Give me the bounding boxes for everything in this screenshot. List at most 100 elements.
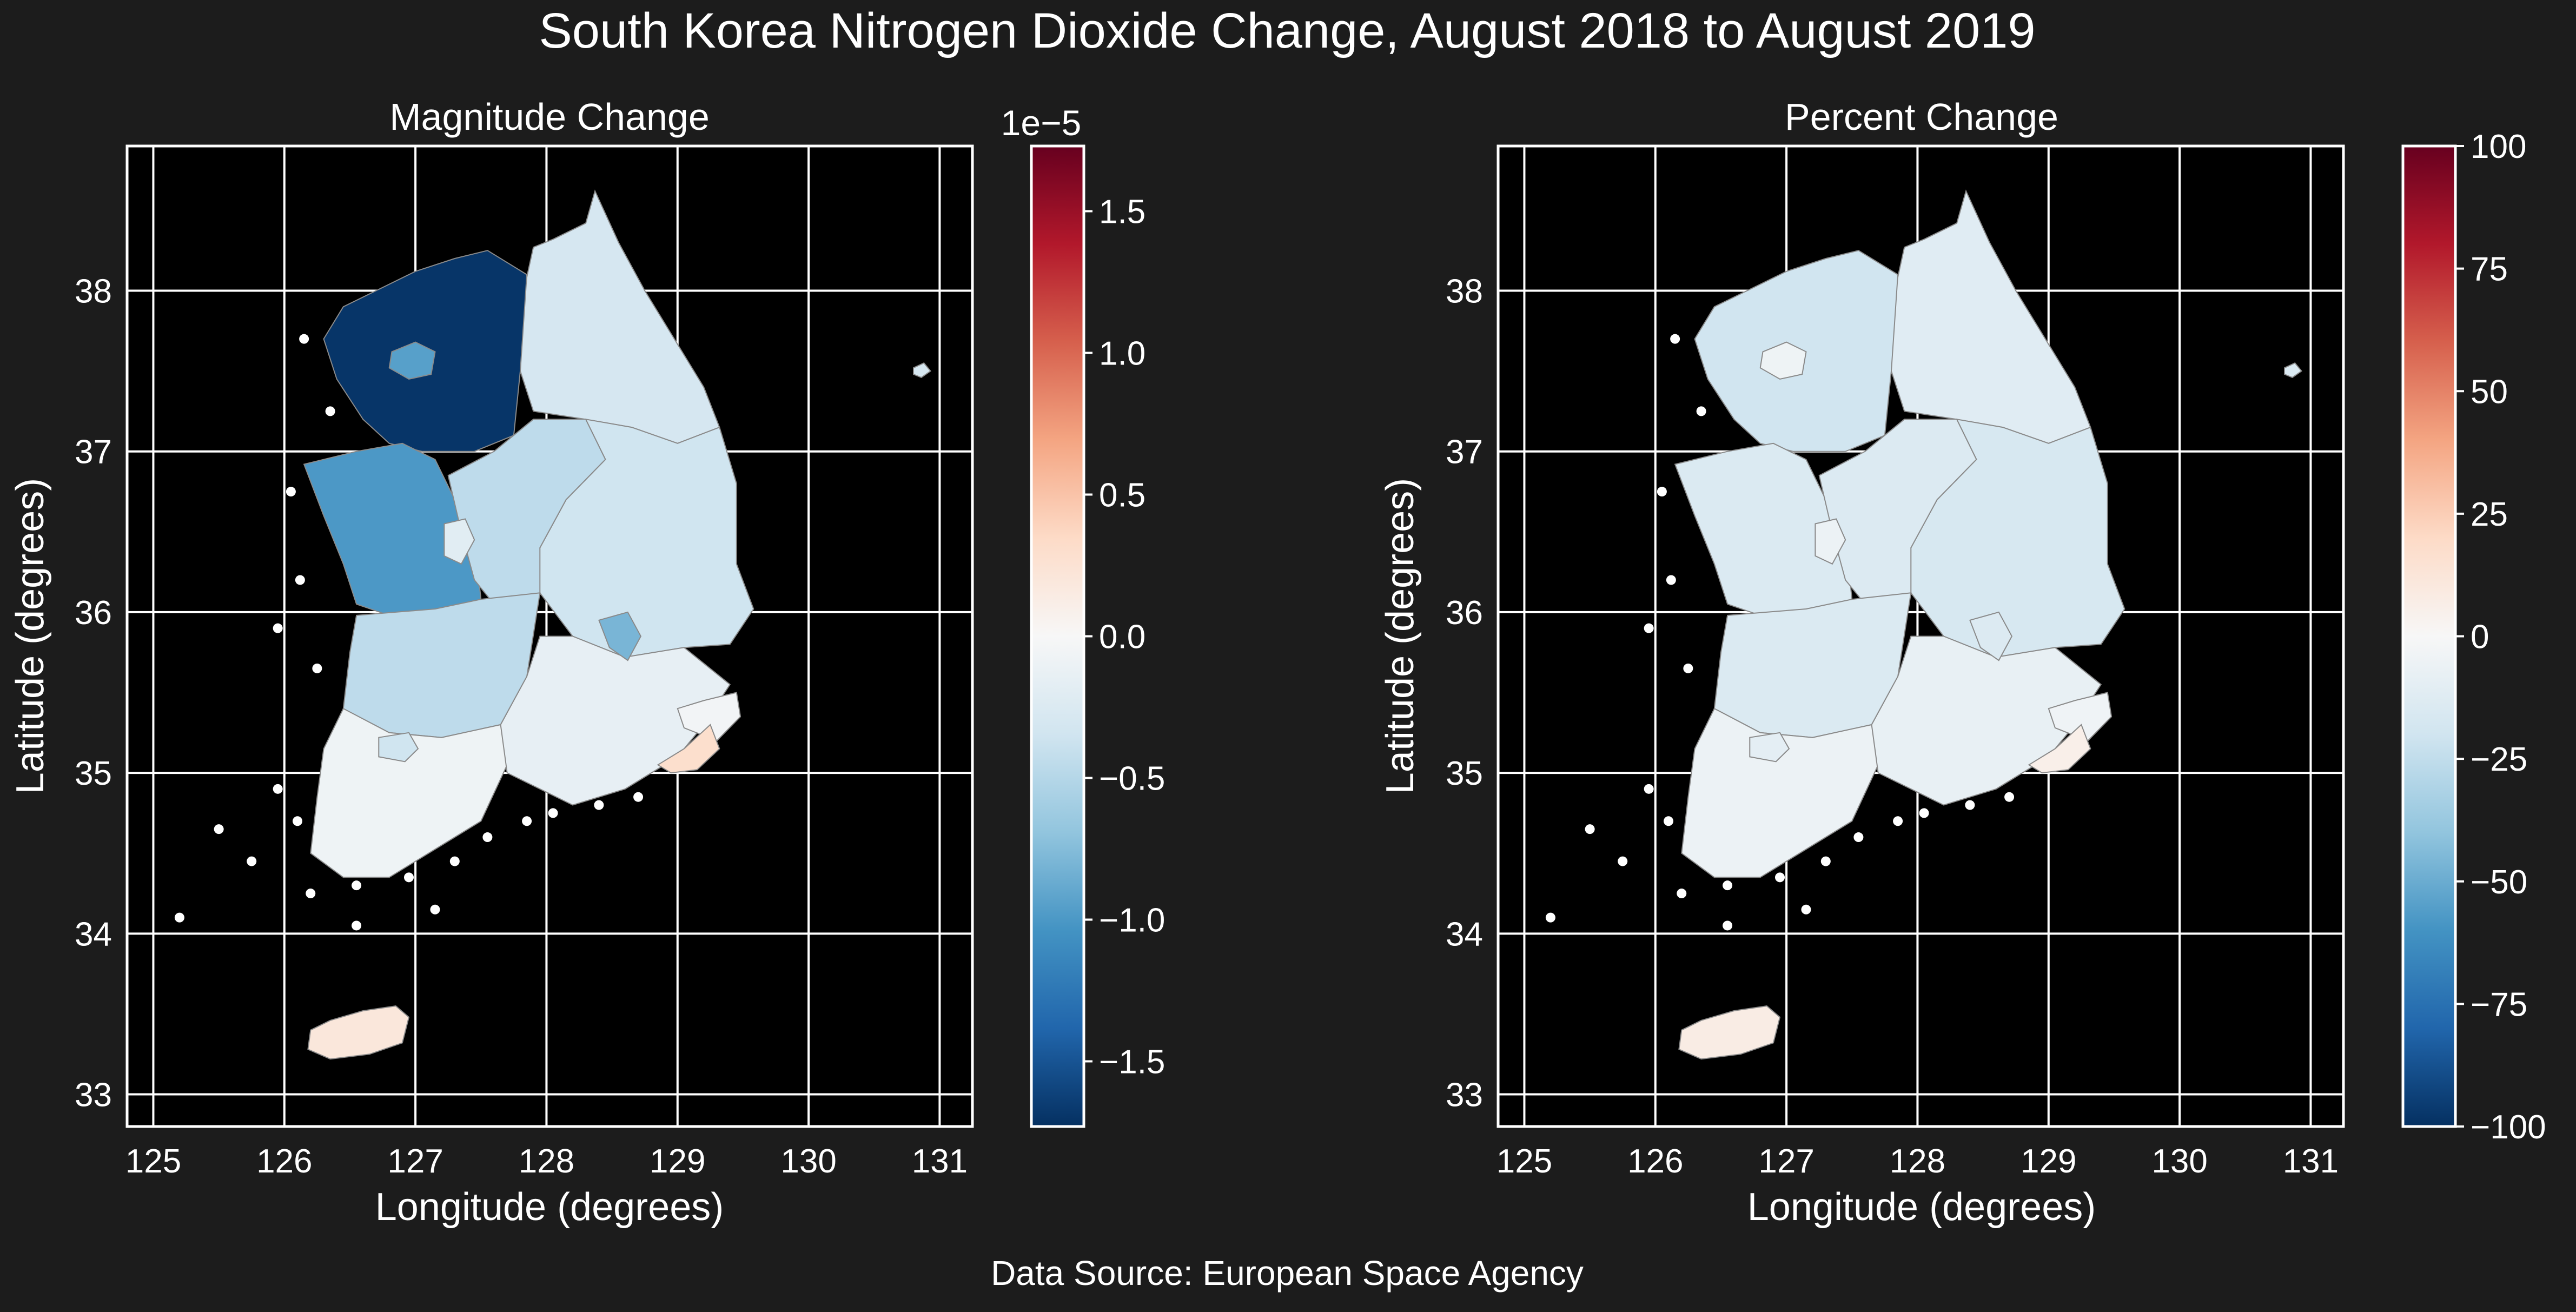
y-tick-label: 36: [75, 594, 112, 632]
island: [1618, 856, 1628, 866]
region-central-city: [443, 518, 475, 565]
island: [430, 904, 440, 915]
island: [1644, 623, 1654, 633]
island: [1919, 808, 1929, 818]
colorbar-tick-label: 0: [2471, 619, 2489, 656]
island: [312, 663, 322, 673]
island: [1723, 920, 1733, 931]
x-ticks-magnitude: 125 126 127 128 129 130 131: [125, 1143, 968, 1180]
x-tick-label: 129: [2021, 1143, 2076, 1180]
island: [1965, 800, 1975, 810]
region-southeast: [500, 635, 731, 806]
colorbar-tick-label: 100: [2471, 128, 2526, 165]
region-east-coast: [677, 692, 741, 741]
map-regions-magnitude: [174, 189, 931, 1060]
colorbar-ticks-magnitude: −1.5 −1.0 −0.5 0.0 0.5 1.0 1.5: [1084, 194, 1165, 1081]
colorbar-tick-label: 1.0: [1099, 335, 1145, 373]
figure-title: South Korea Nitrogen Dioxide Change, Aug…: [539, 3, 2035, 58]
colorbar-tick-label: 25: [2471, 496, 2508, 533]
region-ulleung: [913, 362, 931, 379]
x-axis-label-magnitude: Longitude (degrees): [375, 1185, 724, 1229]
island: [1801, 904, 1811, 915]
x-tick-label: 125: [125, 1143, 181, 1180]
y-tick-label: 34: [75, 916, 112, 953]
island: [594, 800, 604, 810]
island: [1853, 832, 1864, 843]
island: [306, 889, 316, 899]
x-tick-label: 127: [387, 1143, 443, 1180]
region-southwest: [310, 707, 508, 878]
island: [247, 856, 257, 866]
region-central-east: [539, 418, 754, 658]
island: [174, 912, 184, 923]
panel-title-magnitude: Magnitude Change: [389, 96, 710, 138]
region-jeju: [307, 1005, 410, 1060]
x-tick-label: 130: [780, 1143, 836, 1180]
y-tick-label: 38: [75, 273, 112, 310]
region-northeast: [1891, 189, 2091, 444]
island: [1893, 816, 1903, 826]
colorbar-tick-label: −25: [2471, 741, 2527, 778]
colorbar-ticks-percent: −100 −75 −50 −25 0 25 50 75 100: [2455, 128, 2546, 1146]
colorbar-tick-label: −0.5: [1099, 760, 1165, 797]
island: [352, 920, 362, 931]
island: [2004, 792, 2015, 802]
colorbar-tick-label: −75: [2471, 986, 2527, 1023]
x-tick-label: 126: [1627, 1143, 1683, 1180]
region-northeast: [520, 189, 720, 444]
y-tick-label: 33: [75, 1077, 112, 1114]
y-tick-label: 33: [1446, 1077, 1483, 1114]
region-jeju: [1678, 1005, 1781, 1060]
island: [1585, 824, 1595, 834]
island: [1820, 856, 1831, 866]
island: [548, 808, 558, 818]
island: [1723, 880, 1733, 891]
island: [1775, 872, 1785, 883]
y-axis-label-percent: Latitude (degrees): [1379, 478, 1422, 794]
island: [286, 487, 296, 497]
region-southeast-city: [598, 611, 642, 661]
y-axis-label-magnitude: Latitude (degrees): [9, 478, 52, 794]
y-tick-label: 37: [75, 434, 112, 471]
island: [1683, 663, 1693, 673]
island: [1545, 912, 1555, 923]
island: [1696, 406, 1706, 416]
x-tick-label: 126: [256, 1143, 312, 1180]
colorbar-offset-label: 1e−5: [1001, 103, 1082, 143]
island: [633, 792, 644, 802]
island: [273, 784, 283, 794]
island: [273, 623, 283, 633]
panel-percent-change: Percent Change 125 126 127 128 129 130 131 333…: [1379, 96, 2546, 1229]
y-tick-label: 38: [1446, 273, 1483, 310]
island: [299, 334, 309, 344]
island: [522, 816, 532, 826]
colorbar-tick-label: 0.0: [1099, 619, 1145, 656]
x-tick-label: 128: [519, 1143, 574, 1180]
x-tick-label: 127: [1758, 1143, 1814, 1180]
island: [325, 406, 335, 416]
region-central-east: [1910, 418, 2125, 658]
region-southwest-city: [1749, 732, 1790, 763]
region-southwest: [1681, 707, 1879, 878]
region-southeast-port: [657, 724, 720, 774]
colorbar-tick-label: 0.5: [1099, 477, 1145, 514]
island: [295, 575, 305, 585]
island: [1670, 334, 1680, 344]
x-tick-label: 125: [1496, 1143, 1552, 1180]
x-tick-label: 131: [2283, 1143, 2339, 1180]
colorbar-tick-label: 75: [2471, 251, 2508, 288]
colorbar-tick-label: −1.0: [1099, 902, 1165, 939]
region-southwest-city: [378, 732, 419, 763]
island: [1657, 487, 1667, 497]
colorbar-tick-label: −1.5: [1099, 1043, 1165, 1081]
y-tick-label: 35: [75, 755, 112, 792]
y-tick-label: 36: [1446, 594, 1483, 632]
colorbar-percent: [2401, 144, 2457, 1128]
island: [1644, 784, 1654, 794]
y-tick-label: 34: [1446, 916, 1483, 953]
x-ticks-percent: 125 126 127 128 129 130 131: [1496, 1143, 2339, 1180]
region-southeast-port: [2028, 724, 2091, 774]
y-tick-label: 35: [1446, 755, 1483, 792]
region-southeast: [1871, 635, 2102, 806]
